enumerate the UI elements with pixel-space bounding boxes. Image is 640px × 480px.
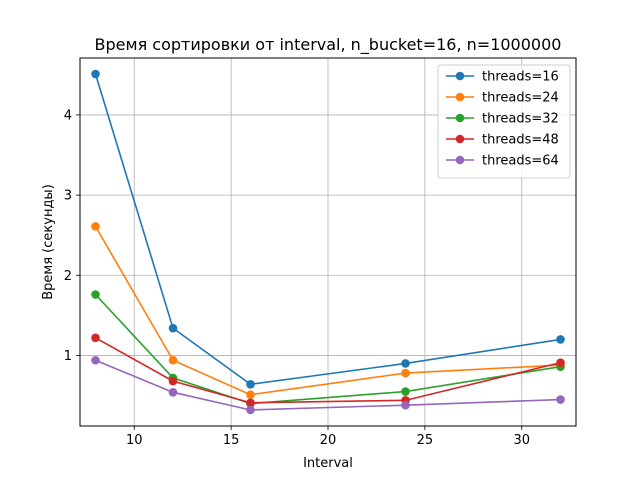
x-tick-label: 20: [320, 433, 337, 448]
x-tick-label: 15: [223, 433, 240, 448]
grid-lines: [80, 58, 576, 426]
y-tick-label: 2: [64, 269, 72, 284]
data-point: [168, 355, 178, 365]
x-tick-label: 25: [417, 433, 434, 448]
chart-title: Время сортировки от interval, n_bucket=1…: [95, 35, 562, 55]
data-point: [91, 333, 100, 343]
data-point: [91, 69, 100, 79]
data-point: [401, 387, 410, 396]
data-point: [246, 390, 255, 400]
data-point: [91, 355, 100, 365]
legend: threads=16 threads=24 threads=32 threads=48…: [437, 64, 571, 179]
legend-marker: [455, 113, 465, 123]
y-tick-label: 1: [64, 349, 72, 364]
legend-label: threads=64: [482, 154, 559, 169]
y-axis-label: Время (секунды): [41, 184, 56, 300]
data-point: [168, 323, 178, 333]
data-point: [401, 359, 410, 368]
legend-box: [437, 64, 571, 179]
legend-label: threads=16: [482, 70, 559, 85]
legend-item: threads=24: [446, 91, 559, 106]
legend-item: threads=48: [446, 133, 559, 148]
legend-item: threads=64: [446, 154, 559, 169]
data-point: [91, 222, 100, 231]
x-tick-label: 10: [126, 433, 143, 448]
legend-label: threads=24: [482, 91, 559, 106]
data-point: [91, 290, 100, 299]
legend-marker: [455, 134, 465, 144]
data-point: [246, 398, 255, 408]
data-point: [246, 380, 255, 389]
legend-marker: [455, 155, 465, 165]
legend-label: threads=48: [482, 133, 559, 148]
series-group: [91, 69, 565, 415]
y-tick-label: 3: [64, 189, 72, 204]
series-threads-16: [91, 69, 565, 389]
legend-marker: [455, 71, 465, 81]
data-point: [246, 405, 255, 415]
legend-item: threads=32: [446, 112, 559, 127]
data-point: [401, 368, 410, 378]
data-point: [168, 388, 178, 397]
x-axis-label: Interval: [303, 456, 353, 471]
series-threads-64: [91, 355, 565, 415]
data-point: [556, 335, 565, 344]
legend-marker: [455, 92, 465, 102]
y-tick-label: 4: [64, 108, 72, 123]
axis-ticks: 10 15 20 25 30 1 2 3 4: [64, 108, 530, 448]
data-point: [556, 358, 565, 367]
x-tick-label: 30: [513, 433, 530, 448]
data-point: [556, 395, 565, 404]
data-point: [168, 376, 178, 386]
legend-label: threads=32: [482, 112, 559, 127]
legend-item: threads=16: [446, 70, 559, 85]
data-point: [401, 400, 410, 410]
